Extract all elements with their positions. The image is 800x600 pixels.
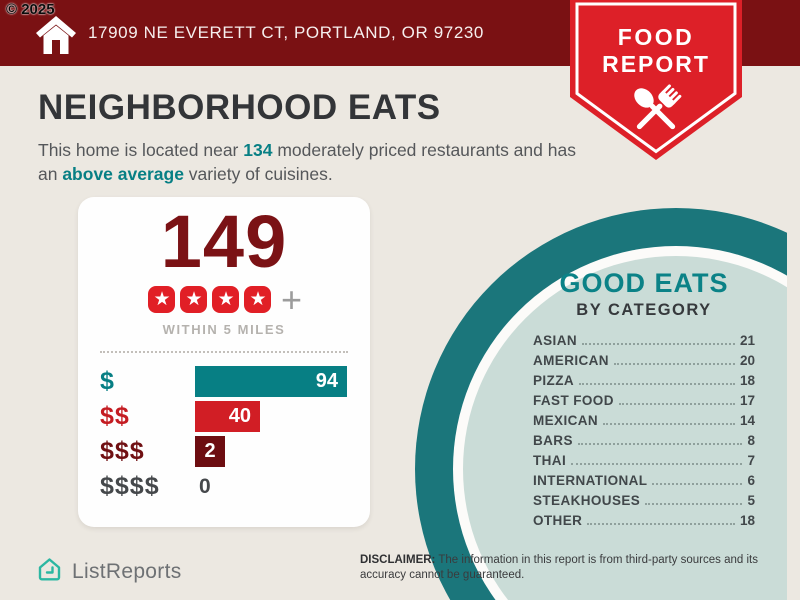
price-tier-label: $$ xyxy=(100,402,130,430)
category-label: PIZZA xyxy=(533,373,574,388)
price-tier-label: $$$ xyxy=(100,437,145,465)
property-address: 17909 NE EVERETT CT, PORTLAND, OR 97230 xyxy=(88,23,484,42)
dotted-leader xyxy=(603,423,735,425)
star-icon: ★ xyxy=(212,286,240,313)
category-count: 21 xyxy=(739,333,755,348)
price-bar-row: $$$$ 0 xyxy=(78,471,370,502)
disclaimer-label: DISCLAIMER: xyxy=(360,554,436,566)
price-bar-row: $$$ 2 xyxy=(78,436,370,467)
dotted-leader xyxy=(579,383,735,385)
bar-value: 2 xyxy=(204,440,216,462)
category-row: INTERNATIONAL 6 xyxy=(533,473,755,493)
radius-label: WITHIN 5 MILES xyxy=(162,322,286,337)
price-tier-label: $ xyxy=(100,367,115,395)
category-list: ASIAN 21 AMERICAN 20 PIZZA 18 FAST FOOD 17 MEXIC… xyxy=(533,333,755,533)
category-label: BARS xyxy=(533,433,573,448)
total-restaurants-stat: 149 xyxy=(160,200,288,283)
category-row: THAI 7 xyxy=(533,453,755,473)
variety-rating: above average xyxy=(62,163,184,184)
dotted-leader xyxy=(645,503,743,505)
intro-part3: variety of cuisines. xyxy=(183,163,333,184)
dotted-leader xyxy=(613,363,735,365)
food-report-badge: FOOD REPORT xyxy=(570,0,746,171)
star-icon: ★ xyxy=(180,286,208,313)
price-bar: 40 xyxy=(195,401,260,432)
good-eats-subtitle: BY CATEGORY xyxy=(576,301,712,319)
category-row: PIZZA 18 xyxy=(533,373,755,393)
price-bar: 2 xyxy=(195,436,225,467)
category-row: OTHER 18 xyxy=(533,513,755,533)
category-label: MEXICAN xyxy=(533,413,599,428)
star-rating: ★ ★ ★ ★ + xyxy=(78,278,370,320)
category-row: MEXICAN 14 xyxy=(533,413,755,433)
category-label: AMERICAN xyxy=(533,353,609,368)
dotted-leader xyxy=(577,443,743,445)
category-count: 20 xyxy=(739,353,755,368)
bar-value: 40 xyxy=(228,405,251,427)
dotted-leader xyxy=(652,483,743,485)
price-bar: 94 xyxy=(195,366,347,397)
category-label: ASIAN xyxy=(533,333,578,348)
copyright-text: © 2025 xyxy=(6,1,55,18)
restaurant-summary-card: 149 ★ ★ ★ ★ + WITHIN 5 MILES $94 $$ 40 $$$ 2 $$$$… xyxy=(78,197,370,527)
intro-paragraph: This home is located near 134 moderately… xyxy=(38,139,586,186)
bar-value-zero: 0 xyxy=(199,474,211,498)
listreports-logo-icon xyxy=(36,556,63,588)
dotted-leader xyxy=(618,403,735,405)
category-count: 5 xyxy=(747,493,755,508)
category-count: 18 xyxy=(739,373,755,388)
star-icon: ★ xyxy=(148,286,176,313)
good-eats-title: GOOD EATS xyxy=(559,268,729,298)
category-label: STEAKHOUSES xyxy=(533,493,641,508)
badge-line2: REPORT xyxy=(602,51,710,77)
bar-value: 94 xyxy=(315,370,338,392)
price-level-bar-chart: $94 $$ 40 $$$ 2 $$$$ 0 xyxy=(78,366,370,502)
star-icon: ★ xyxy=(244,286,272,313)
intro-part1: This home is located near xyxy=(38,140,244,160)
listreports-brand: ListReports xyxy=(36,556,182,588)
category-count: 6 xyxy=(747,473,755,488)
dotted-leader xyxy=(571,463,743,465)
category-row: STEAKHOUSES 5 xyxy=(533,493,755,513)
page-title: NEIGHBORHOOD EATS xyxy=(38,88,441,127)
category-label: INTERNATIONAL xyxy=(533,473,648,488)
crossed-utensils-icon xyxy=(634,84,682,130)
price-bar-row: $94 xyxy=(78,366,370,397)
category-count: 14 xyxy=(739,413,755,428)
badge-line1: FOOD xyxy=(618,24,694,50)
category-count: 7 xyxy=(747,453,755,468)
home-icon xyxy=(36,16,76,59)
plus-sign: + xyxy=(280,278,303,320)
disclaimer-body: The information in this report is from t… xyxy=(360,554,758,582)
intro-part2: moderately priced restaurants and has an xyxy=(38,140,576,184)
price-bar-row: $$ 40 xyxy=(78,401,370,432)
dashed-divider xyxy=(100,351,348,353)
category-count: 8 xyxy=(747,433,755,448)
dotted-leader xyxy=(587,523,735,525)
category-label: THAI xyxy=(533,453,567,468)
category-count: 17 xyxy=(739,393,755,408)
disclaimer-text: DISCLAIMER: The information in this repo… xyxy=(360,553,766,583)
category-row: FAST FOOD 17 xyxy=(533,393,755,413)
category-label: OTHER xyxy=(533,513,583,528)
restaurant-count: 134 xyxy=(243,140,273,160)
price-tier-label: $$$$ xyxy=(100,472,160,500)
category-row: BARS 8 xyxy=(533,433,755,453)
dotted-leader xyxy=(582,343,735,345)
category-count: 18 xyxy=(739,513,755,528)
brand-name: ListReports xyxy=(72,560,182,583)
good-eats-panel: GOOD EATS BY CATEGORY ASIAN 21 AMERICAN 20 P… xyxy=(533,268,755,533)
category-row: AMERICAN 20 xyxy=(533,353,755,373)
category-label: FAST FOOD xyxy=(533,393,614,408)
category-row: ASIAN 21 xyxy=(533,333,755,353)
